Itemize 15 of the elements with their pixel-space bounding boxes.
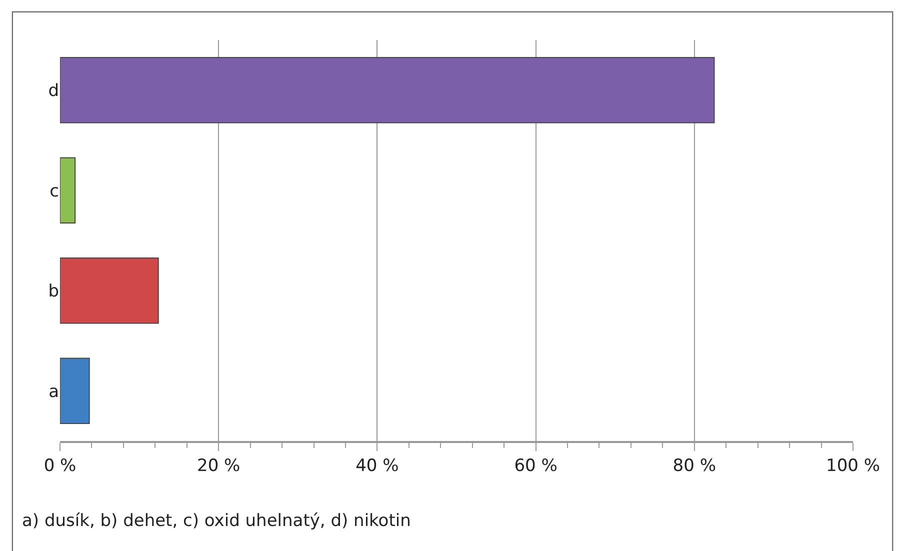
x-tick-label: 80 % xyxy=(672,456,716,476)
bar xyxy=(60,157,76,224)
bar xyxy=(60,57,715,124)
bar xyxy=(60,358,90,424)
x-tick-label: 0 % xyxy=(44,456,76,476)
bar xyxy=(60,258,159,324)
y-tick-label: d xyxy=(48,81,59,102)
y-tick-label: a xyxy=(48,382,59,402)
y-tick-label: c xyxy=(50,181,59,202)
x-tick-label: 40 % xyxy=(356,456,399,476)
y-tick-label: b xyxy=(48,282,59,302)
x-tick-label: 60 % xyxy=(514,456,558,476)
x-tick-label: 20 % xyxy=(197,456,240,476)
x-tick-label: 100 % xyxy=(826,456,880,476)
text: a) dusík, b) dehet, c) oxid uhelnatý, d) nikotin xyxy=(22,511,411,531)
